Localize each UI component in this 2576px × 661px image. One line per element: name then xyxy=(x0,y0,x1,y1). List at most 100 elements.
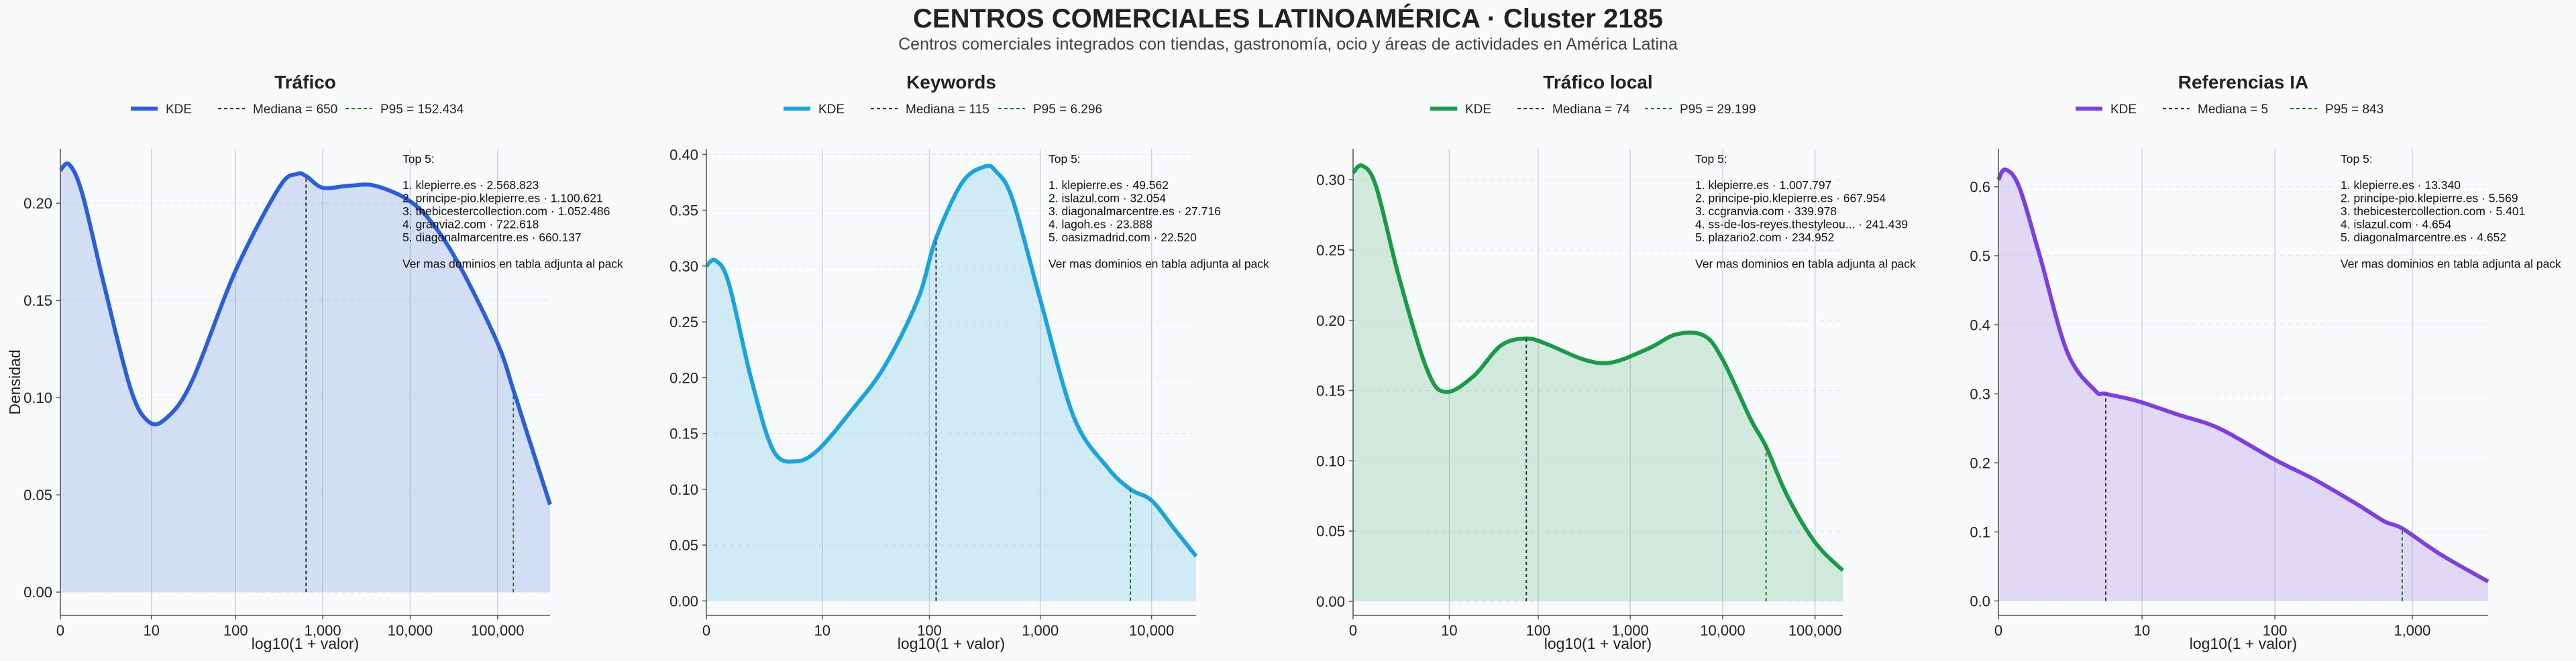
annotation-line: 2. principe-pio.klepierre.es · 1.100.621 xyxy=(402,192,603,205)
y-tick-label: 0.10 xyxy=(23,389,52,406)
annotation-heading: Top 5: xyxy=(402,152,435,166)
kde-line xyxy=(58,161,552,505)
y-tick-label: 0.05 xyxy=(23,487,52,503)
y-tick-label: 0.30 xyxy=(669,258,698,275)
x-tick-label: 10,000 xyxy=(388,622,433,639)
legend-p95-label: P95 = 152.434 xyxy=(380,103,464,117)
x-tick-label: 10,000 xyxy=(1129,622,1174,639)
legend-median-label: Mediana = 5 xyxy=(2198,103,2268,117)
x-tick-label: 100 xyxy=(223,622,248,639)
panel-title: Keywords xyxy=(906,72,996,93)
panel-title: Tráfico xyxy=(274,72,336,93)
annotation-line: 4. islazul.com · 4.654 xyxy=(2341,218,2452,231)
y-tick-label: 0.00 xyxy=(669,593,698,609)
annotation-footer: Ver mas dominios en tabla adjunta al pac… xyxy=(402,257,623,271)
x-tick-label: 10 xyxy=(814,622,830,639)
y-tick-label: 0.20 xyxy=(669,369,698,386)
annotation-line: 3. thebicestercollection.com · 1.052.486 xyxy=(402,204,610,218)
annotation-line: 4. lagoh.es · 23.888 xyxy=(1049,218,1152,231)
legend-median-label: Mediana = 74 xyxy=(1552,103,1630,117)
y-tick-label: 0.00 xyxy=(23,584,52,601)
y-tick-label: 0.15 xyxy=(1316,383,1345,400)
panel-title: Referencias IA xyxy=(2178,72,2309,93)
x-tick-label: 100 xyxy=(917,622,942,639)
y-tick-label: 0.25 xyxy=(669,314,698,330)
x-tick-label: 10,000 xyxy=(1700,622,1745,639)
chart-panel-3: Tráfico local KDE Mediana = 74 P95 = 29.199… xyxy=(1316,72,1916,652)
annotation-heading: Top 5: xyxy=(1695,152,1727,166)
x-tick-label: 1,000 xyxy=(2394,622,2430,639)
annotation-line: 1. klepierre.es · 2.568.823 xyxy=(402,178,539,192)
chart-panel-4: Referencias IA KDE Mediana = 5 P95 = 843 0.0… xyxy=(1970,72,2561,652)
page-title: CENTROS COMERCIALES LATINOAMÉRICA · Clus… xyxy=(913,4,1663,34)
page-subtitle: Centros comerciales integrados con tiend… xyxy=(898,35,1678,54)
x-tick-label: 100,000 xyxy=(1788,622,1842,639)
kde-line xyxy=(1351,163,1845,573)
annotation-line: 4. ss-de-los-reyes.thestyleou... · 241.4… xyxy=(1695,218,1908,231)
y-tick-label: 0.00 xyxy=(1316,593,1345,610)
x-tick-label: 100,000 xyxy=(471,622,525,639)
y-tick-label: 0.10 xyxy=(669,481,698,498)
y-tick-label: 0.20 xyxy=(1316,312,1345,329)
x-axis-label: log10(1 + valor) xyxy=(898,635,1005,652)
legend-p95-label: P95 = 29.199 xyxy=(1680,103,1756,117)
annotation-line: 5. diagonalmarcentre.es · 4.652 xyxy=(2341,231,2506,244)
y-tick-label: 0.10 xyxy=(1316,453,1345,469)
x-tick-label: 10 xyxy=(1441,622,1457,639)
y-tick-label: 0.0 xyxy=(1970,593,1990,609)
kde-line xyxy=(1996,167,2489,584)
legend-kde-label: KDE xyxy=(1465,103,1491,117)
y-tick-label: 0.30 xyxy=(1316,172,1345,188)
x-tick-label: 1,000 xyxy=(1022,622,1059,639)
annotation-line: 1. klepierre.es · 1.007.797 xyxy=(1695,178,1831,192)
x-tick-label: 100 xyxy=(1526,622,1551,639)
annotation-heading: Top 5: xyxy=(1049,152,1081,166)
kde-area xyxy=(706,166,1196,601)
annotation-footer: Ver mas dominios en tabla adjunta al pac… xyxy=(2341,257,2561,271)
annotation-line: 3. thebicestercollection.com · 5.401 xyxy=(2341,204,2525,218)
y-tick-label: 0.15 xyxy=(23,292,52,309)
annotation-line: 3. ccgranvia.com · 339.978 xyxy=(1695,204,1837,218)
legend-p95-label: P95 = 843 xyxy=(2325,103,2383,117)
x-tick-label: 100 xyxy=(2263,622,2288,639)
y-tick-label: 0.3 xyxy=(1970,386,1990,403)
x-tick-label: 0 xyxy=(1349,622,1357,639)
x-axis-label: log10(1 + valor) xyxy=(1544,635,1652,652)
annotation-line: 5. oasizmadrid.com · 22.520 xyxy=(1049,231,1197,244)
y-tick-label: 0.5 xyxy=(1970,248,1990,265)
kde-area xyxy=(1353,165,1843,602)
chart-panel-1: Tráfico KDE Mediana = 650 P95 = 152.434 0.00… xyxy=(6,72,623,652)
legend-median-label: Mediana = 115 xyxy=(906,103,989,117)
y-tick-label: 0.05 xyxy=(669,537,698,554)
annotation-line: 2. islazul.com · 32.054 xyxy=(1049,192,1166,205)
x-axis-label: log10(1 + valor) xyxy=(252,635,359,652)
annotation-line: 4. granvia2.com · 722.618 xyxy=(402,218,539,231)
y-tick-label: 0.1 xyxy=(1970,524,1990,540)
y-tick-label: 0.05 xyxy=(1316,523,1345,540)
panel-title: Tráfico local xyxy=(1543,72,1652,93)
kde-line xyxy=(704,164,1198,558)
y-tick-label: 0.40 xyxy=(669,146,698,163)
annotation-line: 1. klepierre.es · 49.562 xyxy=(1049,178,1169,192)
y-tick-label: 0.2 xyxy=(1970,455,1990,471)
annotation-line: 3. diagonalmarcentre.es · 27.716 xyxy=(1049,204,1221,218)
annotation-footer: Ver mas dominios en tabla adjunta al pac… xyxy=(1049,257,1269,271)
legend-kde-label: KDE xyxy=(2110,103,2137,117)
legend-p95-label: P95 = 6.296 xyxy=(1033,103,1102,117)
y-tick-label: 0.35 xyxy=(669,202,698,219)
annotation-line: 1. klepierre.es · 13.340 xyxy=(2341,178,2461,192)
x-tick-label: 0 xyxy=(702,622,710,639)
x-tick-label: 10 xyxy=(143,622,159,639)
x-tick-label: 0 xyxy=(56,622,64,639)
legend-kde-label: KDE xyxy=(166,103,192,117)
annotation-line: 5. plazario2.com · 234.952 xyxy=(1695,231,1834,244)
legend-median-label: Mediana = 650 xyxy=(253,103,337,117)
annotation-line: 5. diagonalmarcentre.es · 660.137 xyxy=(402,231,582,244)
x-tick-label: 10 xyxy=(2134,622,2150,639)
y-tick-label: 0.25 xyxy=(1316,242,1345,259)
kde-area xyxy=(60,163,550,593)
y-tick-label: 0.4 xyxy=(1970,317,1990,334)
y-tick-label: 0.20 xyxy=(23,195,52,212)
